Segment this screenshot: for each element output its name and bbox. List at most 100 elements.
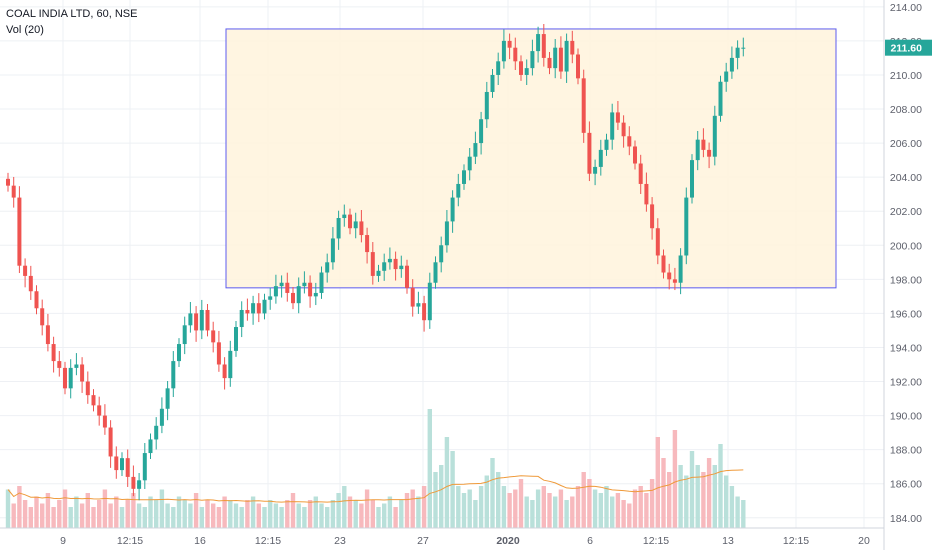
volume-bar — [91, 507, 96, 528]
volume-bar — [421, 486, 427, 528]
candle-body — [558, 47, 563, 72]
volume-bar — [216, 507, 222, 528]
volume-bar — [655, 437, 660, 528]
volume-bar — [410, 489, 415, 528]
volume-bar — [159, 489, 165, 528]
volume-bar — [40, 503, 45, 528]
candle-body — [273, 286, 278, 297]
volume-bar — [706, 458, 712, 528]
candle-body — [28, 275, 33, 292]
time-tick-label: 16 — [194, 535, 206, 547]
candle-body — [576, 54, 580, 79]
candle-body — [735, 47, 740, 58]
candle-body — [23, 265, 28, 276]
last-price-badge — [885, 39, 932, 56]
volume-bar — [496, 472, 501, 528]
volume-bar — [45, 493, 51, 528]
candle-body — [633, 146, 637, 164]
candle-body — [205, 309, 210, 331]
candle-body — [707, 149, 712, 157]
volume-bar — [427, 409, 432, 528]
candle-body — [177, 344, 181, 362]
candle-body — [154, 425, 159, 440]
candle-body — [51, 344, 56, 362]
volume-bar — [513, 489, 518, 528]
candle-body — [325, 262, 330, 273]
volume-bar — [359, 503, 364, 528]
candle-body — [695, 139, 700, 161]
volume-bar — [307, 500, 313, 528]
volume-bar — [325, 507, 330, 528]
volume-bar — [171, 507, 176, 528]
candle-body — [741, 47, 746, 49]
volume-bar — [193, 493, 199, 528]
candle-body — [234, 327, 238, 351]
candle-body — [6, 178, 10, 186]
candle-body — [644, 183, 649, 205]
candle-body — [536, 34, 541, 52]
volume-bar — [285, 500, 290, 528]
volume-bar — [473, 500, 478, 528]
candle-body — [672, 279, 677, 283]
candle-body — [638, 163, 643, 184]
candle-body — [159, 408, 164, 426]
candle-body — [131, 476, 136, 489]
time-tick-label: 12:15 — [117, 535, 143, 547]
volume-bar — [239, 507, 244, 528]
candle-body — [593, 166, 598, 174]
candle-body — [120, 458, 124, 471]
candle-body — [519, 61, 523, 75]
candle-body — [444, 221, 449, 246]
volume-bar — [245, 500, 250, 528]
candle-body — [348, 214, 352, 229]
candle-body — [199, 309, 204, 331]
volume-bar — [296, 503, 301, 528]
volume-bar — [279, 507, 284, 528]
time-tick-label: 2020 — [496, 535, 520, 547]
volume-bar — [165, 503, 170, 528]
volume-bar — [114, 496, 119, 528]
volume-bar — [17, 486, 22, 528]
candle-body — [439, 245, 444, 263]
volume-bar — [11, 503, 16, 528]
candle-body — [524, 68, 529, 75]
candle-body — [462, 170, 466, 184]
symbol-title: COAL INDIA LTD, 60, NSE — [6, 8, 138, 20]
price-tick-label: 206.00 — [890, 138, 922, 150]
candle-body — [137, 480, 142, 489]
candle-body — [319, 272, 324, 293]
candle-body — [245, 309, 250, 314]
candle-body — [541, 34, 546, 58]
candle-body — [615, 112, 620, 123]
candle-body — [667, 272, 672, 280]
chart-legend: COAL INDIA LTD, 60, NSE Vol (20) — [6, 6, 137, 38]
volume-bar — [695, 465, 700, 528]
candle-body — [68, 367, 73, 389]
volume-bar — [387, 496, 393, 528]
volume-bar — [535, 489, 541, 528]
time-tick-label: 12:15 — [783, 535, 809, 547]
candle-body — [296, 286, 301, 304]
candle-body — [456, 183, 461, 198]
price-tick-label: 184.00 — [890, 513, 922, 525]
volume-ma-line — [7, 469, 744, 503]
volume-bar — [478, 486, 484, 528]
candle-body — [302, 282, 307, 287]
candle-body — [211, 330, 216, 343]
volume-bar — [136, 503, 142, 528]
candle-body — [604, 139, 609, 150]
volume-bar — [347, 496, 353, 528]
candle-body — [627, 136, 632, 147]
candle-body — [570, 40, 575, 55]
volume-bar — [256, 503, 261, 528]
volume-bar — [621, 500, 626, 528]
volume-bar — [541, 486, 546, 528]
volume-bar — [154, 500, 159, 528]
volume-bar — [404, 493, 410, 528]
candle-body — [102, 415, 107, 428]
candle-body — [547, 57, 552, 69]
candle-body — [729, 57, 734, 72]
volume-bar — [627, 503, 632, 528]
